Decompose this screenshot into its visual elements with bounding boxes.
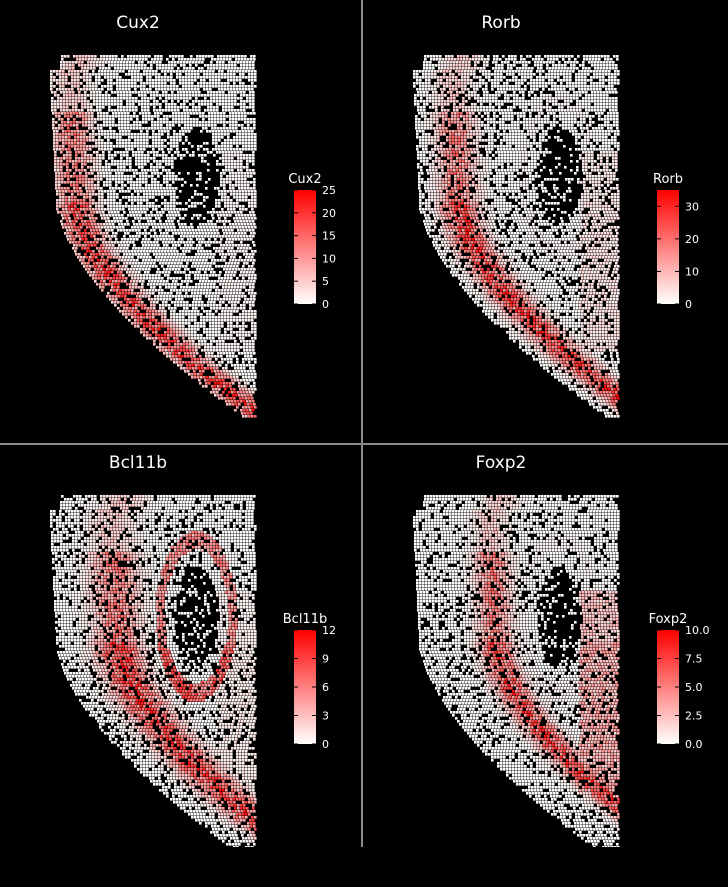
tissue-spots — [413, 55, 620, 418]
horizontal-divider — [0, 443, 728, 445]
legend-tick-label: 5 — [322, 275, 329, 288]
panel-cux2: Cux2 Cux2 0 5 10 15 20 25 — [0, 0, 361, 442]
legend-tick-label: 9 — [322, 653, 329, 666]
colorbar — [657, 190, 679, 304]
chart-title: Foxp2 — [476, 453, 527, 473]
panel-rorb: Rorb Rorb 0 10 20 30 — [363, 0, 724, 442]
colorbar — [294, 190, 316, 304]
legend-tick-label: 3 — [322, 710, 329, 723]
legend-tick-label: 10 — [685, 265, 699, 278]
legend-tick-label: 0.0 — [685, 738, 703, 751]
chart-title: Rorb — [481, 13, 520, 33]
legend-tick-label: 12 — [322, 624, 336, 637]
legend-tick-label: 30 — [685, 200, 699, 213]
colorbar — [294, 630, 316, 744]
legend-tick-label: 2.5 — [685, 710, 703, 723]
legend-tick-label: 20 — [322, 207, 336, 220]
plot-foxp2: Foxp2 Foxp2 0.0 2.5 5.0 7.5 10.0 — [413, 453, 710, 847]
legend-tick-label: 15 — [322, 230, 336, 243]
legend-tick-label: 0 — [322, 298, 329, 311]
vertical-divider — [361, 0, 363, 847]
legend-title: Rorb — [653, 172, 683, 187]
legend-tick-label: 10 — [322, 252, 336, 265]
panel-foxp2: Foxp2 Foxp2 0.0 2.5 5.0 7.5 10.0 — [363, 445, 724, 847]
chart-title: Cux2 — [116, 13, 160, 33]
plot-rorb: Rorb Rorb 0 10 20 30 — [413, 13, 699, 418]
plot-cux2: Cux2 Cux2 0 5 10 15 20 25 — [50, 13, 336, 418]
legend-title: Bcl11b — [283, 612, 327, 627]
tissue-spots — [50, 55, 257, 418]
legend-tick-label: 0 — [685, 298, 692, 311]
colorbar — [657, 630, 679, 744]
tissue-spots — [413, 495, 620, 847]
legend-tick-label: 20 — [685, 233, 699, 246]
tissue-spots — [50, 495, 257, 847]
legend-title: Cux2 — [288, 172, 321, 187]
legend-tick-label: 7.5 — [685, 653, 703, 666]
panel-bcl11b: Bcl11b Bcl11b 0 3 6 9 12 — [0, 445, 361, 887]
legend-tick-label: 6 — [322, 681, 329, 694]
plot-bcl11b: Bcl11b Bcl11b 0 3 6 9 12 — [50, 453, 336, 847]
legend-title: Foxp2 — [649, 612, 688, 627]
legend-tick-label: 25 — [322, 184, 336, 197]
legend-tick-label: 5.0 — [685, 681, 703, 694]
chart-title: Bcl11b — [109, 453, 167, 473]
legend-tick-label: 10.0 — [685, 624, 710, 637]
legend-tick-label: 0 — [322, 738, 329, 751]
